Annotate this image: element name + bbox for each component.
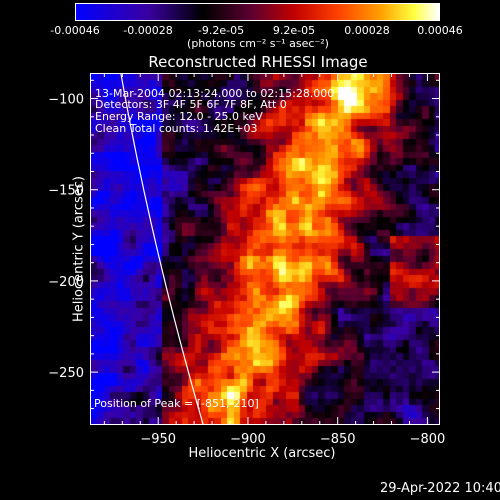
info-detectors: Detectors: 3F 4F 5F 6F 7F 8F, Att 0	[95, 98, 287, 111]
peak-position-label: Position of Peak = [-851,-210]	[94, 397, 259, 410]
x-axis-label: Heliocentric X (arcsec)	[188, 446, 336, 461]
x-tick-label: −850	[320, 432, 356, 447]
solar-limb-line	[120, 74, 204, 424]
colorbar-tick-label: 0.00046	[417, 24, 463, 37]
colorbar-units: (photons cm⁻² s⁻¹ asec⁻²)	[187, 37, 329, 50]
colorbar-tick-label: 9.2e-05	[272, 24, 316, 37]
x-tick-label: −800	[410, 432, 446, 447]
colorbar-tick-label: -9.2e-05	[197, 24, 245, 37]
y-axis-label: Heliocentric Y (arcsec)	[71, 176, 87, 322]
plot-overlay	[120, 74, 204, 424]
chart-title: Reconstructed RHESSI Image	[148, 53, 368, 71]
heatmap-image	[91, 74, 439, 424]
colorbar-tick-label: -0.00028	[123, 24, 173, 37]
y-tick-label: −250	[48, 366, 84, 381]
info-time-range: 13-Mar-2004 02:13:24.000 to 02:15:28.000	[95, 87, 335, 100]
info-clean-counts: Clean Total counts: 1.42E+03	[95, 122, 258, 135]
info-energy-range: Energy Range: 12.0 - 25.0 keV	[95, 110, 263, 123]
colorbar	[75, 3, 440, 21]
x-tick-label: −900	[230, 432, 266, 447]
colorbar-tick-label: 0.00028	[344, 24, 390, 37]
plot-area	[90, 73, 440, 425]
footer-timestamp: 29-Apr-2022 10:40	[380, 481, 500, 496]
y-tick-label: −150	[48, 184, 84, 199]
y-tick-label: −200	[48, 275, 84, 290]
y-tick-label: −100	[48, 93, 84, 108]
x-tick-label: −950	[140, 432, 176, 447]
colorbar-tick-label: -0.00046	[50, 24, 100, 37]
